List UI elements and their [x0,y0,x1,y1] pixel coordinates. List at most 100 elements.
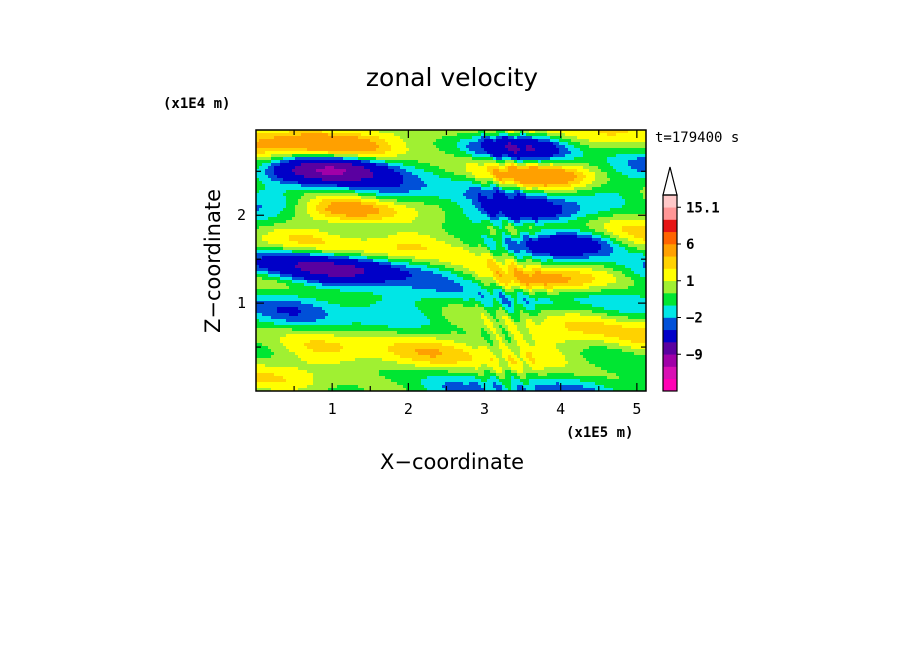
heatmap-cell [376,193,380,197]
heatmap-cell [592,148,596,152]
heatmap-cell [421,196,425,200]
heatmap-cell [574,187,578,191]
heatmap-cell [550,220,554,224]
heatmap-cell [292,166,296,170]
heatmap-cell [409,136,413,140]
heatmap-cell [613,187,617,191]
heatmap-cell [289,145,293,149]
heatmap-cell [487,199,491,203]
heatmap-cell [310,220,314,224]
heatmap-cell [382,172,386,176]
heatmap-cell [304,187,308,191]
heatmap-cell [301,244,305,248]
heatmap-cell [589,196,593,200]
heatmap-cell [439,214,443,218]
heatmap-cell [415,169,419,173]
heatmap-cell [334,193,338,197]
heatmap-cell [376,175,380,179]
heatmap-cell [364,214,368,218]
heatmap-cell [622,133,626,137]
heatmap-cell [586,202,590,206]
heatmap-cell [598,187,602,191]
heatmap-cell [577,154,581,158]
heatmap-cell [310,160,314,164]
heatmap-cell [379,211,383,215]
heatmap-cell [343,148,347,152]
heatmap-cell [577,166,581,170]
heatmap-cell [382,229,386,233]
heatmap-cell [472,133,476,137]
heatmap-cell [508,178,512,182]
heatmap-cell [484,229,488,233]
heatmap-cell [559,220,563,224]
heatmap-cell [343,187,347,191]
heatmap-cell [430,187,434,191]
heatmap-cell [376,223,380,227]
heatmap-cell [481,157,485,161]
heatmap-cell [364,205,368,209]
heatmap-cell [349,130,353,134]
heatmap-cell [337,172,341,176]
heatmap-cell [499,235,503,239]
heatmap-cell [571,136,575,140]
heatmap-cell [532,166,536,170]
heatmap-cell [589,145,593,149]
heatmap-cell [316,241,320,245]
heatmap-cell [493,148,497,152]
heatmap-cell [604,154,608,158]
heatmap-cell [619,220,623,224]
heatmap-cell [343,220,347,224]
heatmap-cell [406,208,410,212]
heatmap-cell [433,199,437,203]
heatmap-cell [256,205,260,209]
heatmap-cell [496,220,500,224]
heatmap-cell [421,160,425,164]
heatmap-cell [502,157,506,161]
heatmap-cell [337,148,341,152]
heatmap-cell [328,223,332,227]
heatmap-cell [466,199,470,203]
heatmap-cell [592,199,596,203]
heatmap-cell [574,214,578,218]
heatmap-cell [277,169,281,173]
heatmap-cell [577,184,581,188]
heatmap-cell [436,181,440,185]
heatmap-cell [499,196,503,200]
heatmap-cell [334,151,338,155]
heatmap-cell [268,229,272,233]
heatmap-cell [340,244,344,248]
heatmap-cell [442,202,446,206]
heatmap-cell [271,172,275,176]
heatmap-cell [274,151,278,155]
heatmap-cell [295,133,299,137]
heatmap-cell [325,223,329,227]
heatmap-cell [358,139,362,143]
heatmap-cell [466,187,470,191]
heatmap-cell [340,235,344,239]
heatmap-cell [283,190,287,194]
heatmap-cell [403,190,407,194]
heatmap-cell [277,208,281,212]
heatmap-cell [292,187,296,191]
heatmap-cell [589,205,593,209]
heatmap-cell [463,166,467,170]
heatmap-cell [493,145,497,149]
heatmap-cell [352,238,356,242]
heatmap-cell [262,160,266,164]
heatmap-cell [499,181,503,185]
heatmap-cell [592,220,596,224]
heatmap-cell [256,160,260,164]
heatmap-cell [403,199,407,203]
heatmap-cell [538,211,542,215]
heatmap-cell [430,154,434,158]
heatmap-cell [349,187,353,191]
heatmap-cell [355,160,359,164]
heatmap-cell [502,139,506,143]
heatmap-cell [610,214,614,218]
heatmap-cell [451,235,455,239]
heatmap-cell [517,151,521,155]
heatmap-cell [262,172,266,176]
heatmap-cell [469,133,473,137]
heatmap-cell [271,208,275,212]
heatmap-cell [382,166,386,170]
